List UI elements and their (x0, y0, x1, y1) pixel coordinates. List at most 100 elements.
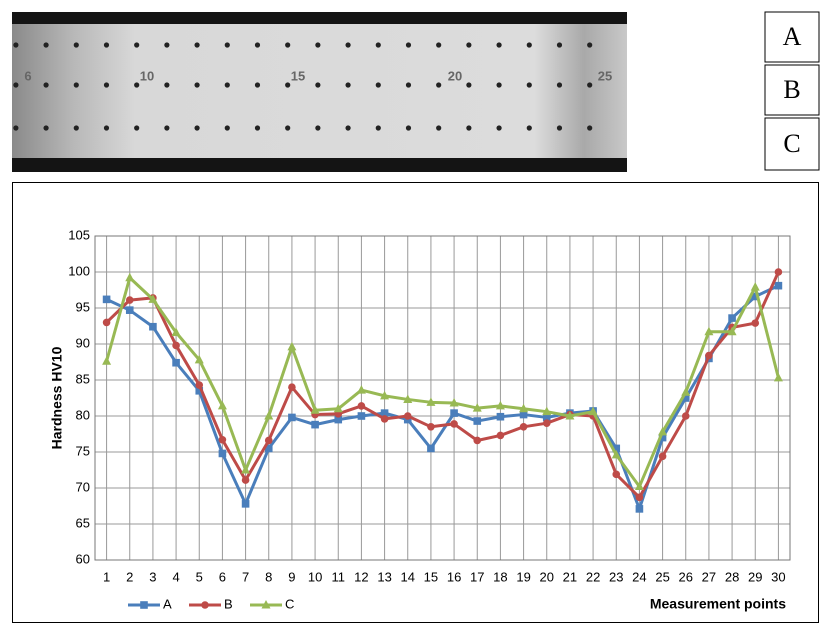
marker (728, 314, 736, 322)
marker (242, 500, 250, 508)
indent-dot (255, 125, 260, 130)
indent-dot (436, 42, 441, 47)
photo-label: 15 (291, 68, 305, 83)
indent-dot (104, 42, 109, 47)
indent-dot (376, 82, 381, 87)
legend-marker (201, 601, 209, 609)
marker (636, 505, 644, 513)
indent-dot (496, 125, 501, 130)
indent-dot (496, 42, 501, 47)
x-tick-label: 26 (679, 569, 693, 584)
y-tick-label: 100 (68, 263, 90, 278)
x-tick-label: 29 (748, 569, 762, 584)
x-tick-label: 25 (655, 569, 669, 584)
marker (612, 471, 620, 479)
marker (103, 319, 111, 327)
marker (288, 414, 296, 422)
marker (242, 476, 250, 484)
marker (751, 319, 759, 327)
x-tick-label: 11 (332, 569, 346, 584)
marker (103, 296, 111, 304)
y-tick-label: 70 (76, 479, 90, 494)
indent-dot (557, 82, 562, 87)
x-tick-label: 4 (172, 569, 179, 584)
indent-dot (104, 125, 109, 130)
indent-dot (13, 82, 18, 87)
marker (473, 437, 481, 445)
y-tick-label: 105 (68, 227, 90, 242)
indent-dot (164, 42, 169, 47)
indent-dot (315, 125, 320, 130)
x-tick-label: 3 (149, 569, 156, 584)
x-tick-label: 24 (632, 569, 646, 584)
indent-dot (315, 82, 320, 87)
indent-dot (466, 125, 471, 130)
x-tick-label: 6 (219, 569, 226, 584)
marker (520, 423, 528, 431)
indent-dot (13, 42, 18, 47)
photo-label: 25 (598, 68, 612, 83)
y-tick-label: 90 (76, 335, 90, 350)
indent-dot (436, 125, 441, 130)
indent-dot (406, 82, 411, 87)
marker (775, 282, 783, 290)
marker (126, 306, 134, 314)
indent-dot (134, 82, 139, 87)
x-tick-label: 10 (308, 569, 322, 584)
indent-dot (376, 125, 381, 130)
marker (636, 494, 644, 502)
legend-label: A (163, 596, 172, 611)
marker (172, 359, 180, 367)
indent-dot (255, 42, 260, 47)
indent-dot (285, 125, 290, 130)
marker (265, 437, 273, 445)
indent-dot (43, 42, 48, 47)
indent-dot (104, 82, 109, 87)
indent-dot (74, 42, 79, 47)
indent-dot (13, 125, 18, 130)
marker (358, 412, 366, 420)
y-tick-label: 95 (76, 299, 90, 314)
photo-label: 6 (24, 68, 31, 83)
y-tick-label: 60 (76, 551, 90, 566)
indent-dot (376, 42, 381, 47)
x-tick-label: 30 (771, 569, 785, 584)
legend-label: B (224, 596, 233, 611)
indent-dot (194, 82, 199, 87)
marker (311, 421, 319, 429)
marker (195, 381, 203, 389)
marker (219, 436, 227, 444)
zone-boxes: A B C (765, 12, 819, 170)
marker (288, 383, 296, 391)
zone-label: B (783, 75, 800, 104)
x-tick-label: 27 (702, 569, 716, 584)
x-tick-label: 28 (725, 569, 739, 584)
indent-dot (466, 82, 471, 87)
indent-dot (164, 125, 169, 130)
zone-label: C (783, 129, 800, 158)
zone-label: A (783, 22, 802, 51)
x-tick-label: 5 (196, 569, 203, 584)
marker (775, 268, 783, 276)
legend-marker (140, 601, 148, 609)
x-tick-label: 7 (242, 569, 249, 584)
indent-dot (315, 42, 320, 47)
marker (659, 453, 667, 461)
indent-dot (527, 42, 532, 47)
x-tick-label: 17 (470, 569, 484, 584)
x-tick-label: 13 (377, 569, 391, 584)
marker (497, 432, 505, 440)
indent-dot (74, 125, 79, 130)
indent-dot (527, 125, 532, 130)
x-tick-label: 15 (424, 569, 438, 584)
photo-label: 20 (448, 68, 462, 83)
indent-dot (225, 82, 230, 87)
indent-dot (134, 42, 139, 47)
marker (497, 413, 505, 421)
y-tick-label: 75 (76, 443, 90, 458)
y-tick-label: 85 (76, 371, 90, 386)
marker (427, 445, 435, 453)
marker (473, 417, 481, 425)
indent-dot (164, 82, 169, 87)
indent-dot (406, 125, 411, 130)
